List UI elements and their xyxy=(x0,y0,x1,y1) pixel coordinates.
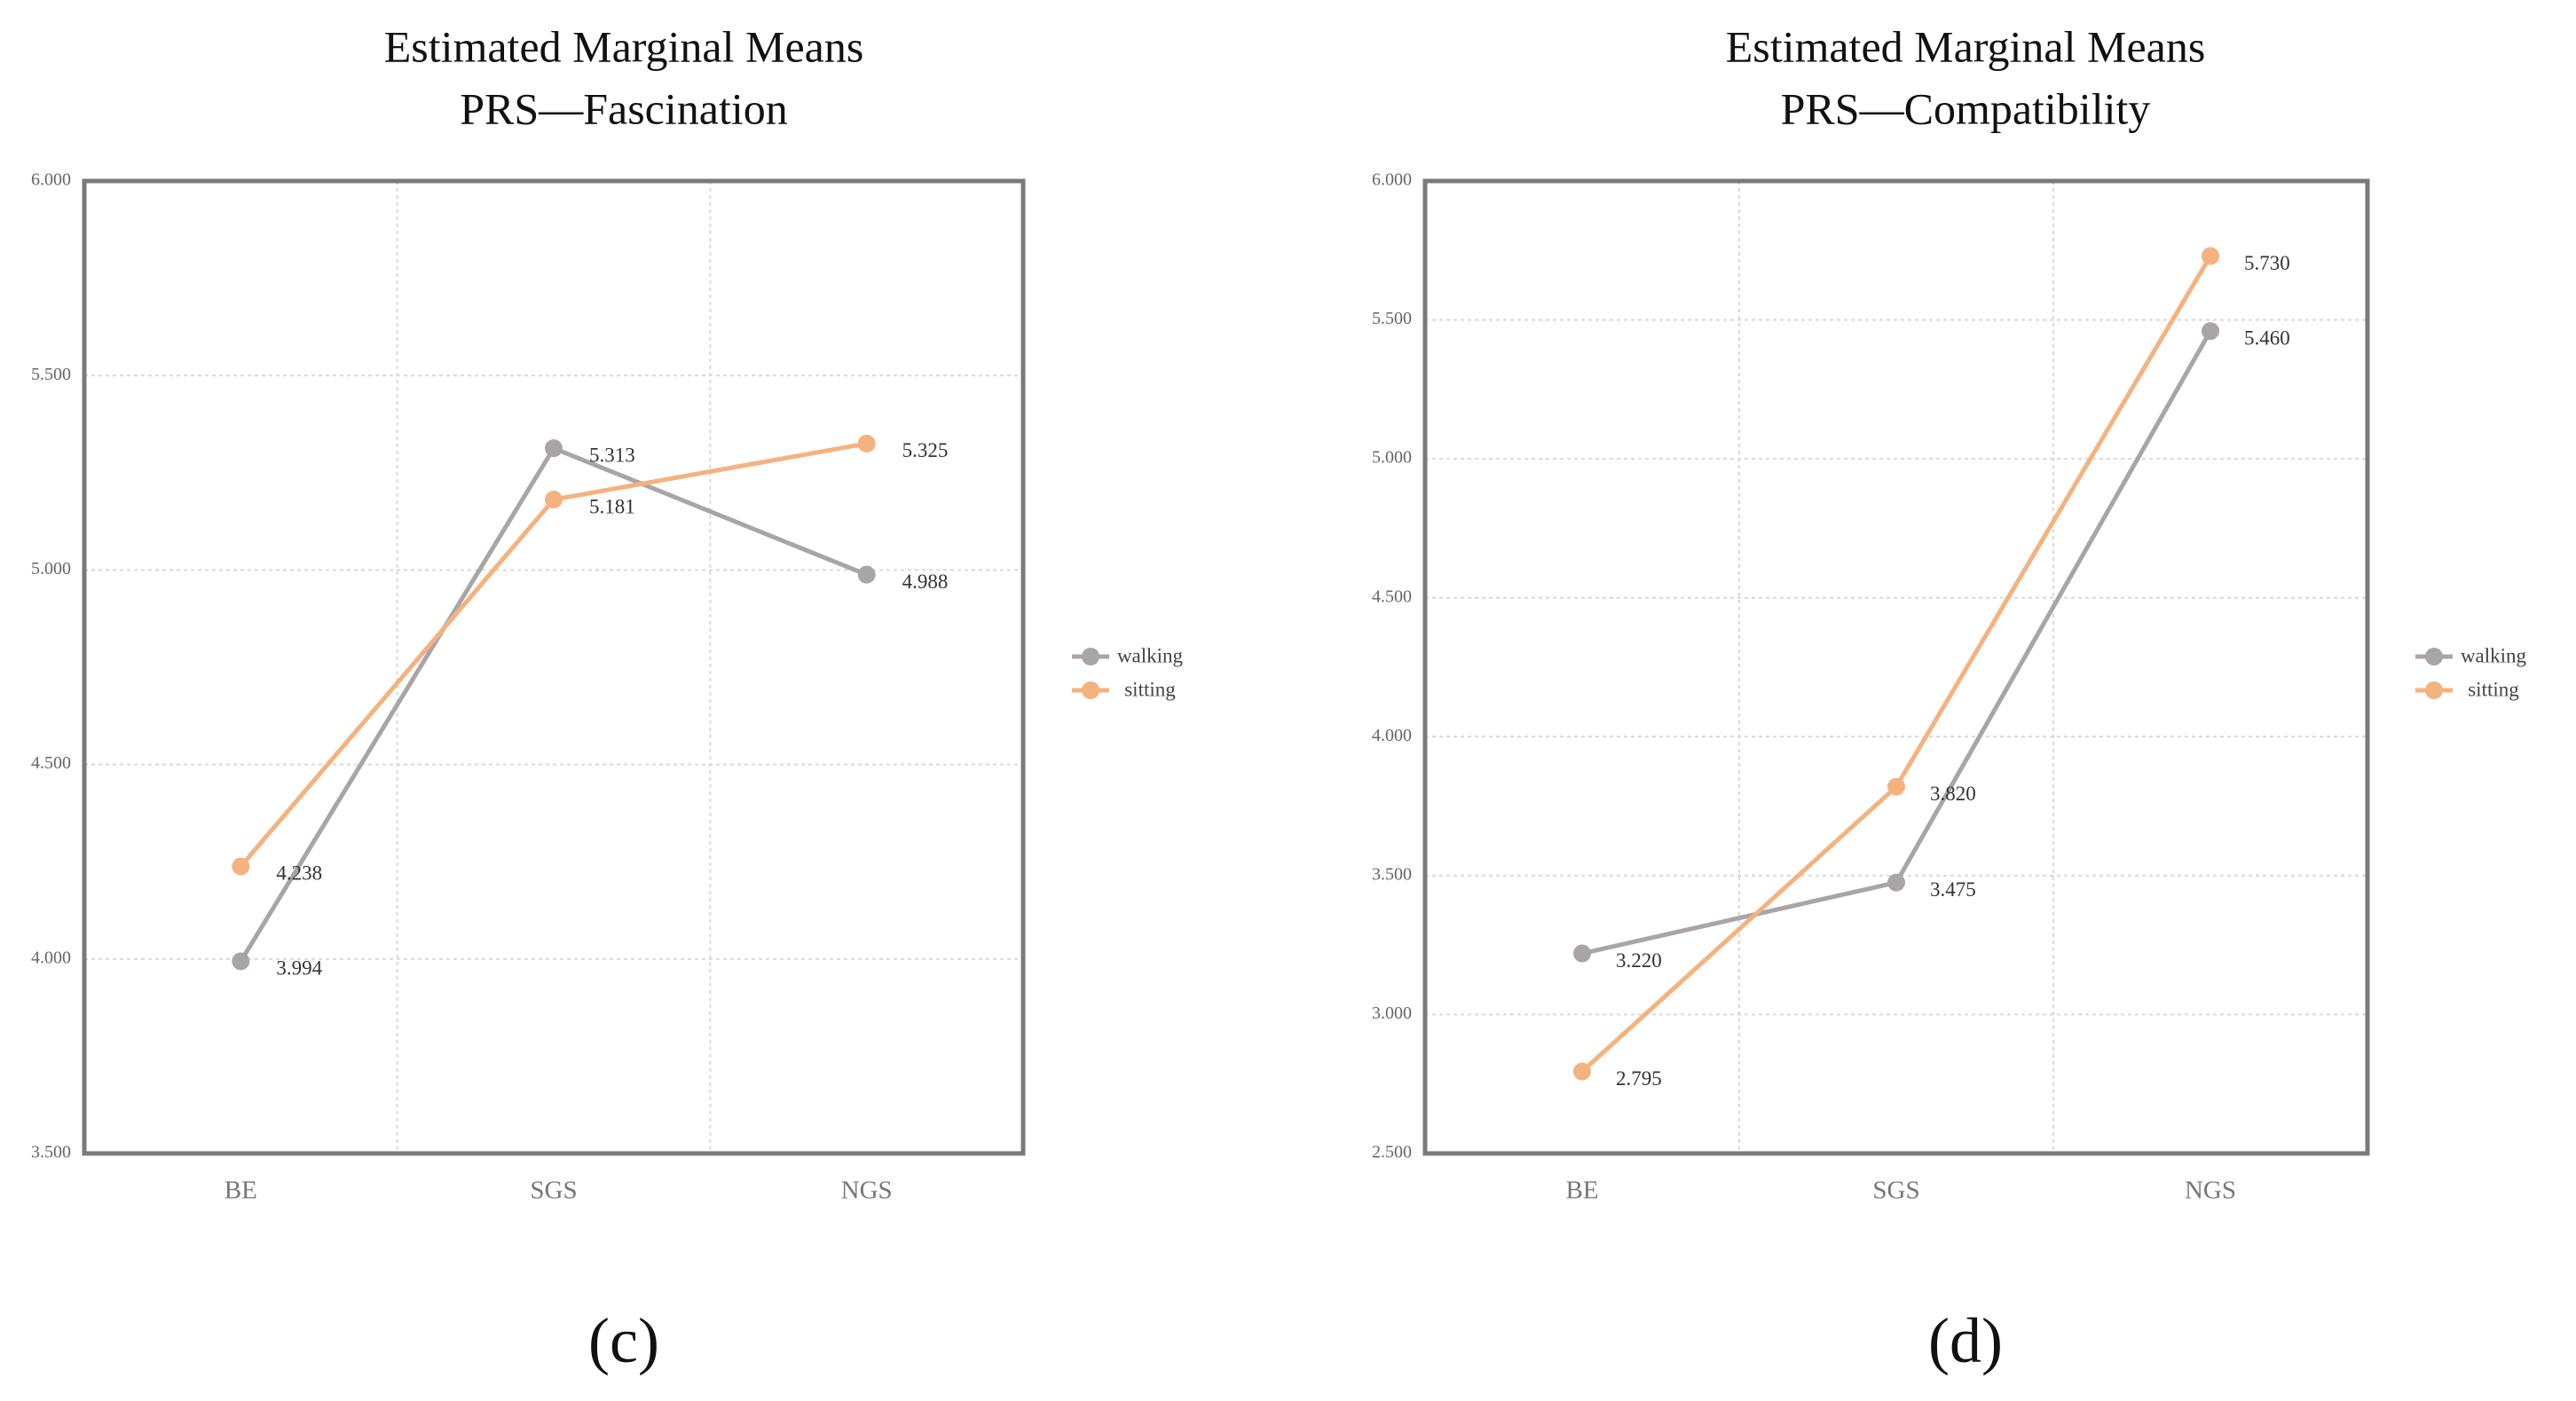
data-label-walking-ngs: 5.460 xyxy=(2244,327,2290,349)
y-tick-label: 4.000 xyxy=(1372,726,1412,745)
x-tick-label-be: BE xyxy=(1565,1177,1598,1205)
y-tick-label: 5.000 xyxy=(31,559,71,579)
y-tick-label: 2.500 xyxy=(1372,1143,1412,1162)
x-tick-label-sgs: SGS xyxy=(1872,1177,1919,1205)
data-label-walking-be: 3.220 xyxy=(1616,949,1662,972)
y-tick-label: 5.000 xyxy=(1372,448,1412,468)
y-tick-label: 4.500 xyxy=(1372,586,1412,606)
data-label-sitting-sgs: 3.820 xyxy=(1930,783,1976,805)
y-tick-label: 3.000 xyxy=(1372,1004,1412,1023)
data-label-walking-sgs: 3.475 xyxy=(1930,878,1976,901)
legend-label-sitting: sitting xyxy=(2468,678,2519,700)
data-point-sitting-sgs xyxy=(545,491,563,509)
data-label-walking-be: 3.994 xyxy=(276,957,322,980)
data-point-sitting-be xyxy=(1573,1062,1591,1081)
series-line-walking xyxy=(1581,329,2213,956)
legend-marker-walking xyxy=(1082,648,1099,665)
legend-marker-walking xyxy=(2425,648,2443,665)
chart-panel-fascination: Estimated Marginal Means PRS—Fascination 3… xyxy=(31,21,1184,1376)
data-point-walking-sgs xyxy=(545,439,563,458)
plot-frame xyxy=(82,178,1026,1156)
y-tick-label: 4.500 xyxy=(31,753,71,773)
y-tick-label: 6.000 xyxy=(1372,170,1412,190)
series-line-sitting xyxy=(1580,255,2213,1074)
y-tick-label: 3.500 xyxy=(1372,864,1412,884)
y-tick-label: 5.500 xyxy=(31,365,71,384)
chart-title-line-2: PRS—Fascination xyxy=(460,83,787,133)
x-tick-label-sgs: SGS xyxy=(530,1177,577,1205)
legend-label-walking: walking xyxy=(1117,644,1184,666)
data-label-walking-sgs: 5.313 xyxy=(589,444,635,466)
data-point-walking-sgs xyxy=(1887,873,1905,892)
y-tick-label: 4.000 xyxy=(31,948,71,967)
legend-marker-sitting xyxy=(2425,681,2443,699)
y-tick-label: 3.500 xyxy=(31,1143,71,1162)
data-point-walking-be xyxy=(232,952,250,971)
data-label-sitting-be: 2.795 xyxy=(1616,1067,1662,1090)
data-point-sitting-sgs xyxy=(1887,777,1905,796)
data-point-sitting-ngs xyxy=(857,434,876,453)
chart-panel-compatibility: Estimated Marginal Means PRS—Compatibilit… xyxy=(1372,21,2527,1376)
legend-label-walking: walking xyxy=(2461,644,2527,666)
panel-label: (d) xyxy=(1928,1305,2003,1376)
data-label-sitting-sgs: 5.181 xyxy=(589,495,635,517)
plot-frame xyxy=(1422,178,2370,1156)
data-point-walking-ngs xyxy=(857,565,876,584)
legend-label-sitting: sitting xyxy=(1124,678,1176,700)
data-point-walking-be xyxy=(1573,944,1591,963)
x-tick-label-ngs: NGS xyxy=(2185,1177,2236,1205)
chart-title-line-1: Estimated Marginal Means xyxy=(384,21,864,71)
x-tick-label-be: BE xyxy=(225,1177,257,1205)
data-label-walking-ngs: 4.988 xyxy=(902,571,949,593)
panel-label: (c) xyxy=(588,1305,659,1376)
x-tick-label-ngs: NGS xyxy=(841,1177,893,1205)
chart-title-line-2: PRS—Compatibility xyxy=(1781,83,2151,133)
chart-title-line-1: Estimated Marginal Means xyxy=(1726,21,2206,71)
data-label-sitting-be: 4.238 xyxy=(276,862,322,885)
data-label-sitting-ngs: 5.730 xyxy=(2244,252,2290,274)
data-point-walking-ngs xyxy=(2202,322,2219,341)
data-label-sitting-ngs: 5.325 xyxy=(902,439,949,461)
y-tick-label: 5.500 xyxy=(1372,309,1412,328)
data-point-sitting-ngs xyxy=(2202,247,2219,265)
legend-marker-sitting xyxy=(1082,681,1099,699)
series-line-walking xyxy=(239,445,868,963)
y-tick-label: 6.000 xyxy=(31,170,71,190)
data-point-sitting-be xyxy=(232,857,250,876)
